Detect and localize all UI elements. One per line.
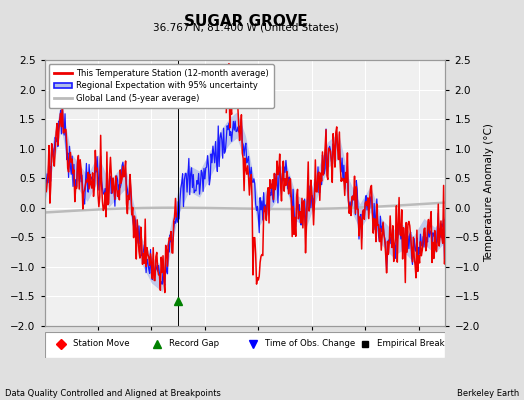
Text: Data Quality Controlled and Aligned at Breakpoints: Data Quality Controlled and Aligned at B… [5, 389, 221, 398]
Text: Berkeley Earth: Berkeley Earth [456, 389, 519, 398]
Text: Station Move: Station Move [73, 339, 129, 348]
Text: SUGAR GROVE: SUGAR GROVE [184, 14, 308, 29]
Text: Record Gap: Record Gap [169, 339, 219, 348]
Y-axis label: Temperature Anomaly (°C): Temperature Anomaly (°C) [484, 124, 494, 262]
Text: Time of Obs. Change: Time of Obs. Change [265, 339, 355, 348]
FancyBboxPatch shape [45, 332, 445, 358]
Text: Empirical Break: Empirical Break [377, 339, 445, 348]
Legend: This Temperature Station (12-month average), Regional Expectation with 95% uncer: This Temperature Station (12-month avera… [49, 64, 274, 108]
Text: 36.767 N, 81.400 W (United States): 36.767 N, 81.400 W (United States) [154, 22, 339, 32]
